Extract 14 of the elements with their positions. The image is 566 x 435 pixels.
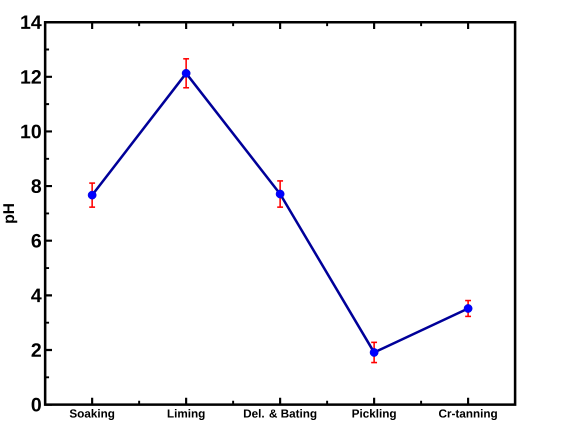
x-tick-label: Pickling xyxy=(352,409,396,420)
x-tick-label: Soaking xyxy=(70,409,114,420)
y-tick-label: 4 xyxy=(31,288,42,302)
y-tick-label: 8 xyxy=(31,179,42,194)
y-tick-label: 0 xyxy=(32,398,41,412)
y-axis-title: pH xyxy=(3,204,18,223)
x-tick-label: Cr-tanning xyxy=(438,409,497,420)
x-tick-label: Liming xyxy=(168,409,205,420)
y-tick-label: 14 xyxy=(21,16,42,30)
y-tick-label: 2 xyxy=(32,343,41,357)
y-tick-label: 12 xyxy=(21,70,41,84)
y-tick-label: 6 xyxy=(32,234,41,248)
x-tick-label: Del. & Bating xyxy=(244,409,316,420)
y-tick-label: 10 xyxy=(21,124,41,139)
